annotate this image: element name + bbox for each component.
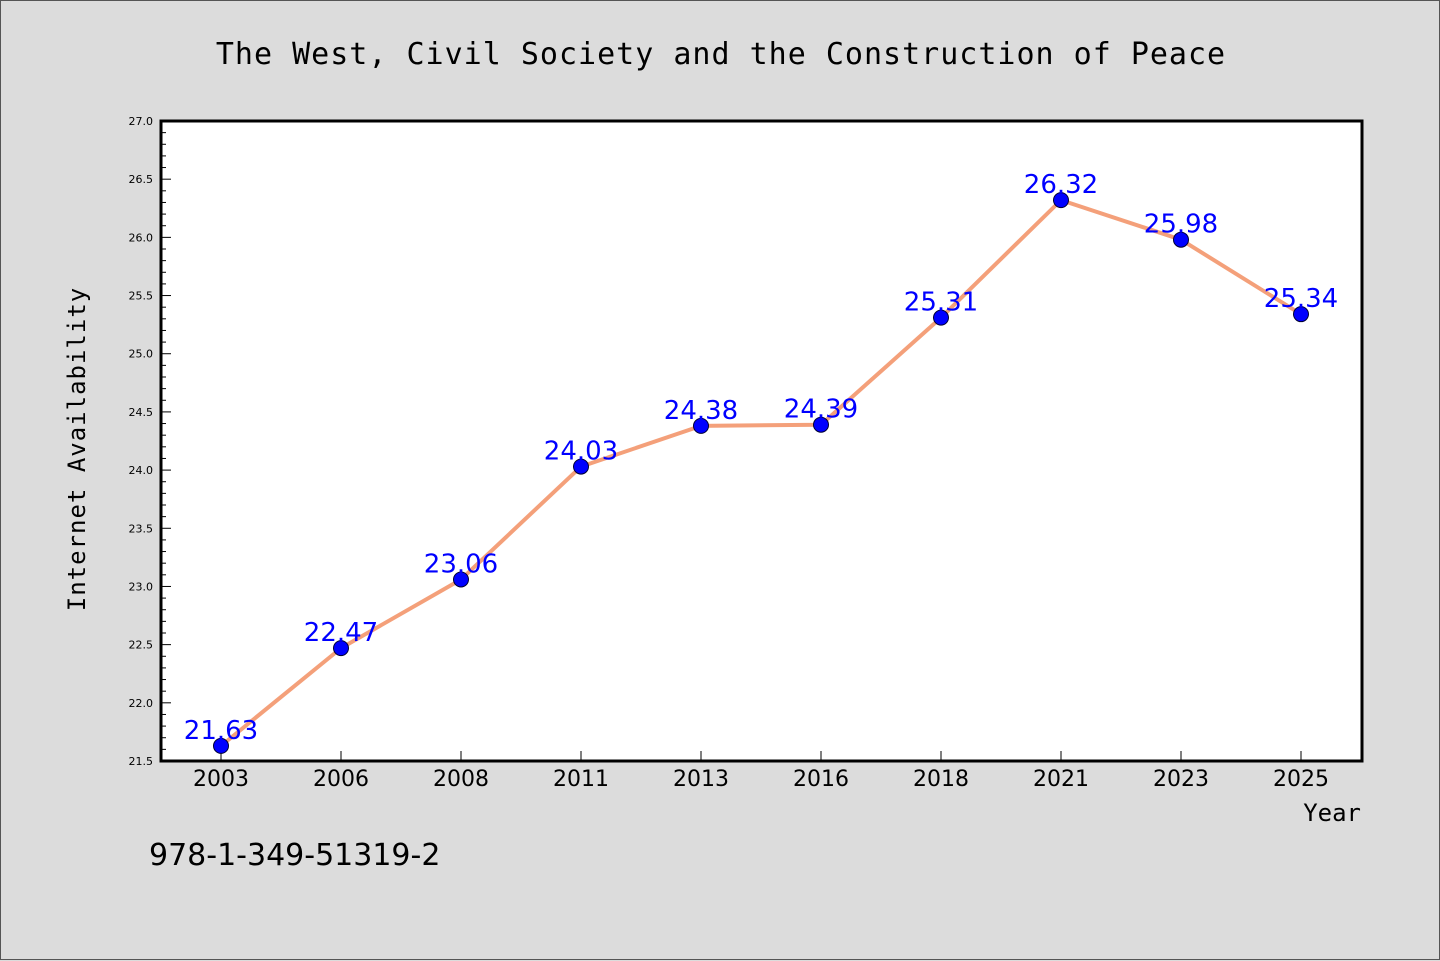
data-labels-group: 21.63 22.47 23.06 24.03 24.38 24.39 25.31 26.32… <box>184 170 1338 746</box>
y-tick-label: 23.5 <box>129 522 154 535</box>
isbn-annotation: 978-1-349-51319-2 <box>149 838 440 873</box>
x-tick-label: 2018 <box>913 767 969 792</box>
x-tick-label: 2011 <box>553 767 609 792</box>
data-label: 25.34 <box>1264 284 1338 314</box>
y-tick-label: 22.5 <box>129 639 154 652</box>
data-point <box>1173 231 1189 248</box>
data-point <box>213 737 229 754</box>
y-tick-label: 26.5 <box>129 173 154 186</box>
data-label: 25.31 <box>904 288 978 318</box>
markers-group <box>213 192 1309 754</box>
data-label: 25.98 <box>1144 210 1218 240</box>
x-axis-label: Year <box>1303 799 1361 827</box>
data-point <box>693 417 709 434</box>
data-label: 24.39 <box>784 395 858 425</box>
x-tick-label: 2016 <box>793 767 849 792</box>
y-tick-label: 25.5 <box>129 290 154 303</box>
y-tick-label: 25.0 <box>129 348 154 361</box>
x-axis: 2003 2006 2008 2011 2013 2016 2018 2021 2023 2025 <box>193 751 1329 792</box>
data-label: 23.06 <box>424 549 498 579</box>
data-label: 21.63 <box>184 716 258 746</box>
data-label: 24.03 <box>544 437 618 467</box>
data-point <box>1053 192 1069 209</box>
data-point <box>933 309 949 326</box>
y-tick-label: 23.0 <box>129 580 154 593</box>
series-line-group <box>219 198 1303 748</box>
y-tick-label: 26.0 <box>129 231 154 244</box>
x-tick-label: 2023 <box>1153 767 1209 792</box>
x-tick-label: 2003 <box>193 767 249 792</box>
series-line <box>219 198 1303 748</box>
data-point <box>333 640 349 657</box>
chart-title: The West, Civil Society and the Construc… <box>216 37 1226 72</box>
x-tick-label: 2008 <box>433 767 489 792</box>
y-tick-label: 22.0 <box>129 697 154 710</box>
data-point <box>573 458 589 475</box>
y-tick-label: 24.0 <box>129 464 154 477</box>
x-tick-label: 2021 <box>1033 767 1089 792</box>
data-point <box>453 571 469 588</box>
y-axis-label: Internet Availability <box>63 287 91 611</box>
data-label: 24.38 <box>664 396 738 426</box>
x-tick-label: 2006 <box>313 767 369 792</box>
y-axis: 21.5 22.0 22.5 23.0 23.5 24.0 24.5 25.0 25.5 26.0… <box>129 115 171 768</box>
y-tick-label: 21.5 <box>129 755 154 768</box>
data-label: 22.47 <box>304 618 378 648</box>
data-label: 26.32 <box>1024 170 1098 200</box>
plot-area <box>159 119 1364 763</box>
data-point <box>813 416 829 433</box>
x-tick-label: 2025 <box>1273 767 1329 792</box>
data-point <box>1293 306 1309 323</box>
x-tick-label: 2013 <box>673 767 729 792</box>
y-tick-label: 24.5 <box>129 406 154 419</box>
y-tick-label: 27.0 <box>129 115 154 128</box>
